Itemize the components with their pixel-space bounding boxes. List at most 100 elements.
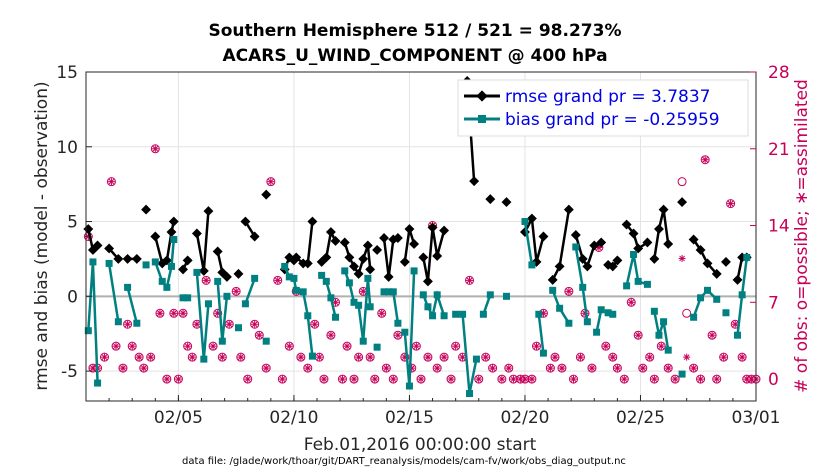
obs-possible-marker xyxy=(243,374,253,384)
y-tick-label: 10 xyxy=(56,138,78,158)
y-tick-label: 0 xyxy=(67,287,78,307)
obs-assimilated-marker xyxy=(394,331,402,339)
obs-assimilated-marker xyxy=(359,287,367,295)
rmse-point xyxy=(353,268,364,279)
rmse-point xyxy=(563,204,574,215)
obs-possible-marker xyxy=(446,374,456,384)
obs-assimilated-marker xyxy=(447,375,455,383)
rmse-point xyxy=(399,256,410,267)
obs-possible-marker xyxy=(707,330,717,340)
bias-point xyxy=(539,349,547,357)
bias-point xyxy=(690,313,698,321)
obs-assimilated-marker xyxy=(440,353,448,361)
obs-possible-marker xyxy=(326,330,336,340)
obs-assimilated-marker xyxy=(163,375,171,383)
obs-possible-marker xyxy=(127,341,137,351)
obs-assimilated-marker xyxy=(505,364,513,372)
bias-point xyxy=(389,288,397,296)
rmse-point xyxy=(596,237,607,248)
chart-title: Southern Hemisphere 512 / 521 = 98.273% xyxy=(209,21,622,41)
obs-possible-marker xyxy=(273,275,283,285)
obs-possible-marker xyxy=(550,352,560,362)
obs-assimilated-marker xyxy=(179,309,187,317)
obs-possible-marker xyxy=(608,352,618,362)
obs-possible-marker xyxy=(381,363,391,373)
obs-assimilated-marker xyxy=(498,375,506,383)
bias-point xyxy=(502,292,510,300)
bias-point xyxy=(593,328,601,336)
obs-assimilated-marker xyxy=(738,353,746,361)
bias-point xyxy=(433,291,441,299)
obs-possible-marker xyxy=(411,341,421,351)
rmse-point xyxy=(349,261,359,272)
legend-bias-label: bias grand pr = -0.25959 xyxy=(505,110,720,130)
bias-point xyxy=(703,286,711,294)
bias-point xyxy=(743,253,751,261)
bias-point xyxy=(84,327,92,335)
data-file-note: data file: /glade/work/thoar/git/DART_re… xyxy=(182,456,626,467)
obs-assimilated-marker xyxy=(119,364,127,372)
rmse-point xyxy=(198,265,209,276)
rmse-point xyxy=(663,239,674,249)
chart-subtitle: ACARS_U_WIND_COMPONENT @ 400 hPa xyxy=(222,46,607,66)
obs-assimilated-marker xyxy=(332,298,340,306)
bias-point xyxy=(678,370,686,378)
obs-assimilated-marker xyxy=(124,320,132,328)
bias-point xyxy=(299,288,307,296)
obs-possible-marker xyxy=(155,308,165,318)
bias-point xyxy=(634,277,642,285)
bias-point xyxy=(597,306,605,314)
obs-possible-marker xyxy=(99,352,109,362)
obs-possible-marker xyxy=(146,352,156,362)
obs-assimilated-marker xyxy=(609,353,617,361)
obs-count-markers xyxy=(83,144,761,384)
bias-point xyxy=(630,250,638,258)
rmse-point xyxy=(721,256,731,267)
obs-assimilated-marker xyxy=(366,353,374,361)
rmse-point xyxy=(362,240,373,251)
obs-possible-marker xyxy=(545,363,555,373)
bias-point xyxy=(697,294,705,302)
bias-line xyxy=(523,221,534,266)
x-tick-label: 03/01 xyxy=(732,408,781,428)
bias-point xyxy=(318,271,326,279)
bias-point xyxy=(214,277,222,285)
rmse-point xyxy=(233,268,244,279)
bias-point xyxy=(114,318,122,326)
rmse-point xyxy=(182,255,193,266)
obs-possible-marker xyxy=(139,363,149,373)
obs-assimilated-marker xyxy=(424,353,432,361)
obs-assimilated-marker xyxy=(378,309,386,317)
rmse-point xyxy=(582,261,593,272)
y2-tick-label: 7 xyxy=(768,293,779,313)
bias-point xyxy=(535,310,543,318)
bias-point xyxy=(556,304,564,312)
x-tick-label: 02/05 xyxy=(154,408,203,428)
obs-possible-marker xyxy=(416,374,426,384)
obs-assimilated-marker xyxy=(251,320,259,328)
obs-possible-marker xyxy=(173,374,183,384)
obs-assimilated-marker xyxy=(634,331,642,339)
rmse-point xyxy=(221,271,232,282)
rmse-point xyxy=(439,225,450,236)
obs-assimilated-marker xyxy=(151,145,159,153)
rmse-point xyxy=(104,243,115,254)
obs-possible-marker xyxy=(134,352,144,362)
rmse-point xyxy=(392,233,403,243)
rmse-point xyxy=(83,224,94,234)
bias-point xyxy=(459,310,467,318)
obs-assimilated-marker xyxy=(297,353,305,361)
bias-line xyxy=(692,288,718,318)
obs-possible-marker xyxy=(400,352,410,362)
obs-possible-marker xyxy=(737,352,747,362)
rmse-point xyxy=(321,252,332,263)
obs-assimilated-marker xyxy=(528,375,536,383)
bias-point xyxy=(350,298,358,306)
bias-point xyxy=(466,390,474,398)
bias-point xyxy=(304,312,312,320)
obs-possible-marker xyxy=(377,308,387,318)
obs-assimilated-marker xyxy=(278,375,286,383)
obs-possible-marker xyxy=(696,374,706,384)
bias-point xyxy=(133,319,141,327)
obs-possible-marker xyxy=(354,352,364,362)
